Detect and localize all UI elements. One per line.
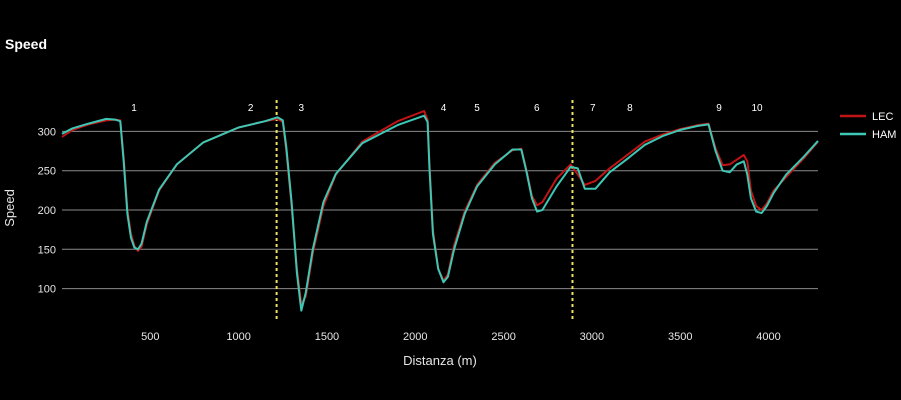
corner-label: 9 [716,103,722,114]
corner-label: 2 [248,103,254,114]
x-tick-label: 3500 [668,331,692,343]
grid-lines [62,130,818,290]
legend-label-lec[interactable]: LEC [872,111,893,123]
sector-lines [275,100,574,320]
corner-label: 6 [534,103,540,114]
y-tick-label: 300 [38,126,56,138]
x-tick-label: 4000 [756,331,780,343]
x-tick-label: 1000 [226,331,250,343]
x-tick-label: 1500 [315,331,339,343]
y-tick-label: 200 [38,205,56,217]
y-tick-label: 250 [38,166,56,178]
corner-label: 7 [590,103,596,114]
corner-label: 8 [627,103,633,114]
corner-label: 5 [474,103,480,114]
series-lines [61,110,819,312]
corner-label: 10 [751,103,763,114]
series-line-ham [61,114,819,312]
y-tick-label: 100 [38,284,56,296]
x-tick-label: 500 [141,331,159,343]
x-tick-label: 2500 [491,331,515,343]
legend[interactable]: LEC HAM [840,111,896,141]
corner-label: 3 [299,103,305,114]
x-axis-label: Distanza (m) [403,353,477,368]
legend-label-ham[interactable]: HAM [872,129,896,141]
x-tick-label: 2000 [403,331,427,343]
corner-labels: 1 2 3 4 5 6 7 8 9 10 [131,103,763,114]
corner-label: 4 [441,103,447,114]
x-tick-label: 3000 [580,331,604,343]
y-tick-labels: 100 150 200 250 300 [38,126,56,295]
y-axis-label: Speed [2,189,17,227]
y-tick-label: 150 [38,244,56,256]
corner-label: 1 [131,103,137,114]
chart-title: Speed [5,36,48,52]
x-tick-labels: 500 1000 1500 2000 2500 3000 3500 4000 [141,331,781,343]
